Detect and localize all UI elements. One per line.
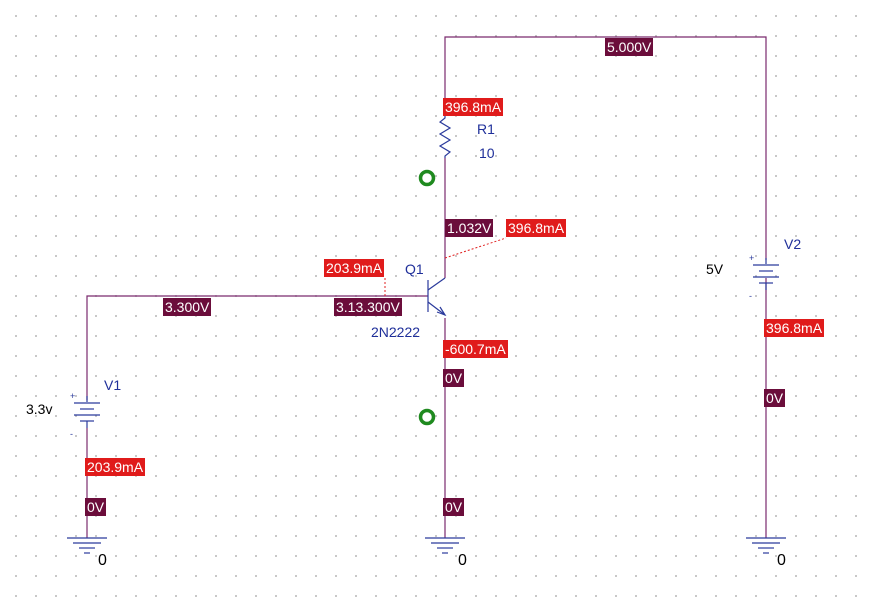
wire-base [86, 295, 428, 400]
voltage-marker-v1-ground[interactable]: 0V [85, 498, 107, 516]
voltage-marker-emitter-ground[interactable]: 0V [443, 498, 465, 516]
ground-label-v2: 0 [777, 552, 786, 569]
ground-label-v1: 0 [98, 552, 107, 569]
wires [86, 36, 767, 538]
wire-top [444, 36, 767, 260]
v2-minus-mark: - [749, 291, 752, 301]
current-marker-v2[interactable]: 396.8mA [764, 319, 825, 337]
node-marker-collector[interactable] [418, 169, 436, 187]
ground-label-q1: 0 [458, 552, 467, 569]
voltage-marker-top[interactable]: 5.000V [605, 38, 654, 56]
voltage-marker-base-wire[interactable]: 3.300V [163, 298, 212, 316]
battery-v2[interactable] [753, 258, 779, 290]
r1-name-label: R1 [477, 121, 495, 137]
current-marker-collector[interactable]: 396.8mA [506, 219, 567, 237]
voltage-marker-base[interactable]: 3.13.300V [334, 298, 402, 316]
current-marker-r1[interactable]: 396.8mA [443, 98, 504, 116]
current-marker-emitter[interactable]: -600.7mA [443, 340, 508, 358]
voltage-marker-collector[interactable]: 1.032V [445, 219, 494, 237]
ground-symbol-v1 [67, 537, 107, 554]
transistor-q1[interactable] [427, 277, 447, 317]
node-marker-emitter[interactable] [418, 408, 436, 426]
battery-v1[interactable] [74, 396, 100, 428]
leader-collector-current [444, 237, 507, 259]
resistor-r1[interactable] [438, 113, 452, 158]
current-marker-v1[interactable]: 203.9mA [85, 458, 146, 476]
current-marker-base[interactable]: 203.9mA [324, 259, 385, 277]
ground-symbol-q1 [425, 537, 465, 554]
v2-name-label: V2 [784, 236, 802, 252]
v2-plus-mark: + [749, 253, 755, 263]
v1-plus-mark: + [70, 391, 76, 401]
v1-value-label: 3.3v [26, 401, 53, 417]
q1-name-label: Q1 [405, 261, 424, 277]
voltage-marker-v2-ground[interactable]: 0V [764, 389, 786, 407]
r1-value-label: 10 [479, 145, 495, 161]
v2-value-label: 5V [706, 261, 724, 277]
ground-symbol-v2 [746, 537, 786, 554]
q1-model-label: 2N2222 [371, 324, 421, 340]
voltage-marker-emitter[interactable]: 0V [443, 369, 465, 387]
v1-name-label: V1 [104, 377, 122, 393]
v1-minus-mark: - [70, 429, 73, 439]
